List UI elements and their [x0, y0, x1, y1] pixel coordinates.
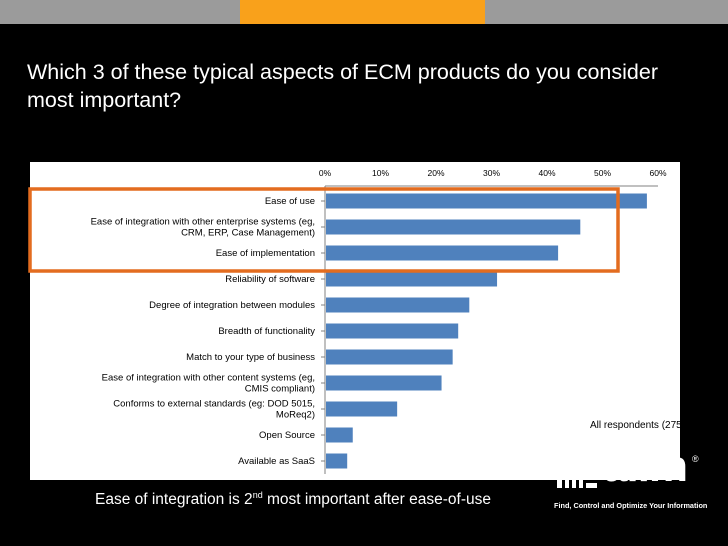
category-label: Match to your type of business — [186, 352, 315, 363]
x-tick-label: 40% — [538, 168, 555, 178]
topbar-gray-right — [485, 0, 728, 24]
bar — [326, 401, 398, 417]
bar — [326, 375, 442, 391]
category-label-line: Match to your type of business — [186, 352, 315, 363]
topbar-orange — [240, 0, 485, 24]
aiim-mark-icon — [557, 454, 597, 488]
bar — [326, 297, 470, 313]
x-tick-label: 60% — [649, 168, 666, 178]
x-tick-label: 30% — [483, 168, 500, 178]
category-label-line: Reliability of software — [225, 274, 315, 285]
x-tick-label: 0% — [319, 168, 332, 178]
category-label-line: CRM, ERP, Case Management) — [181, 228, 315, 239]
category-label-line: Conforms to external standards (eg: DOD … — [113, 399, 315, 410]
category-label: Open Source — [259, 430, 315, 441]
bar — [326, 349, 453, 365]
category-label: Conforms to external standards (eg: DOD … — [113, 399, 315, 421]
highlight-box — [28, 187, 620, 273]
x-tick-label: 10% — [372, 168, 389, 178]
category-label-line: Degree of integration between modules — [149, 300, 315, 311]
category-label-line: MoReq2) — [276, 410, 315, 421]
bar — [326, 323, 459, 339]
category-label-line: Ease of implementation — [216, 248, 315, 259]
x-tick-label: 50% — [594, 168, 611, 178]
category-label: Reliability of software — [225, 274, 315, 285]
category-label-line: Available as SaaS — [238, 456, 315, 467]
bar — [326, 219, 581, 235]
bar — [326, 193, 647, 209]
slide-footer: Ease of integration is 2nd most importan… — [95, 490, 491, 509]
aiim-wordmark: aiim — [603, 442, 688, 491]
bar — [326, 271, 498, 287]
category-label-line: Ease of use — [265, 196, 315, 207]
category-label-line: Breadth of functionality — [218, 326, 315, 337]
bar — [326, 427, 353, 443]
category-label: Ease of use — [265, 196, 315, 207]
footer-superscript: nd — [252, 490, 263, 500]
bar — [326, 453, 348, 469]
category-label-line: Ease of integration with other content s… — [102, 373, 315, 384]
aiim-tagline: Find, Control and Optimize Your Informat… — [554, 501, 708, 510]
footer-text-start: Ease of integration is 2 — [95, 491, 253, 509]
category-label-line: Ease of integration with other enterpris… — [91, 217, 315, 228]
category-label-line: Open Source — [259, 430, 315, 441]
bar — [326, 245, 559, 261]
category-label: Available as SaaS — [238, 456, 315, 467]
category-label: Ease of integration with other content s… — [102, 373, 315, 395]
topbar-gray-left — [0, 0, 240, 24]
aiim-logo: aiim ® Find, Control and Optimize Your I… — [553, 442, 708, 524]
category-label: Breadth of functionality — [218, 326, 315, 337]
footer-text-end: most important after ease-of-use — [262, 491, 491, 509]
category-label: Degree of integration between modules — [149, 300, 315, 311]
respondents-note: All respondents (275) — [590, 420, 686, 431]
category-label: Ease of integration with other enterpris… — [91, 217, 315, 239]
slide-title: Which 3 of these typical aspects of ECM … — [27, 60, 658, 112]
chart-background — [30, 162, 680, 480]
registered-mark: ® — [692, 454, 699, 464]
category-label: Ease of implementation — [216, 248, 315, 259]
category-label-line: CMIS compliant) — [245, 384, 315, 395]
x-tick-label: 20% — [427, 168, 444, 178]
